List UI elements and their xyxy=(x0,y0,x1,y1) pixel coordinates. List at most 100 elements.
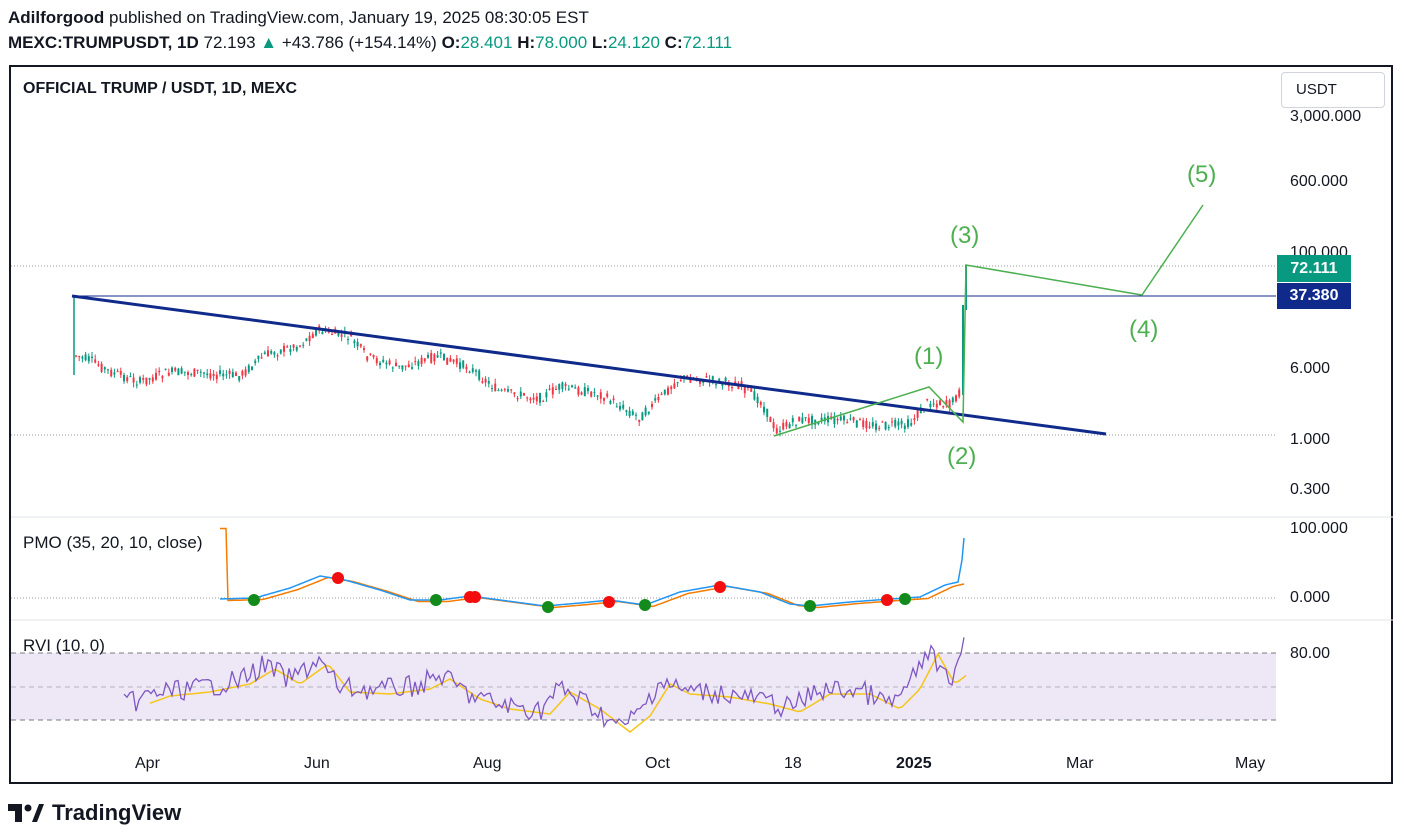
last-price-label: 72.111 xyxy=(1277,255,1351,282)
candle-body xyxy=(235,372,237,376)
candle-body xyxy=(884,421,887,430)
candle-body xyxy=(606,393,609,397)
candle-body xyxy=(519,391,522,397)
candle-body xyxy=(887,427,890,429)
time-tick: Apr xyxy=(135,755,160,772)
candle-body xyxy=(388,360,391,365)
candle-body xyxy=(443,353,445,361)
candle-body xyxy=(132,377,135,383)
candle-body xyxy=(84,354,87,361)
candle-body xyxy=(612,398,615,401)
candle-body xyxy=(769,416,772,423)
candle-body xyxy=(574,387,577,389)
candle-body xyxy=(331,333,333,335)
chart-title: OFFICIAL TRUMP / USDT, 1D, MEXC xyxy=(23,80,298,97)
pmo-buy-signal xyxy=(248,594,260,606)
candle-body xyxy=(180,368,183,374)
price-tick: 1.000 xyxy=(1290,431,1331,448)
candle-body xyxy=(119,371,122,375)
descending-trendline[interactable] xyxy=(71,294,1107,436)
pmo-buy-signal xyxy=(804,600,816,612)
candle-body xyxy=(238,376,241,381)
candle-body xyxy=(833,416,836,425)
chart-frame[interactable] xyxy=(9,65,1393,784)
tradingview-logo[interactable]: TradingView xyxy=(8,800,181,826)
candle-body xyxy=(81,356,84,359)
pmo-sell-signal xyxy=(469,591,481,603)
candle-body xyxy=(212,373,215,377)
candle-body xyxy=(756,396,759,403)
candle-body xyxy=(820,417,823,421)
time-tick: Aug xyxy=(473,755,502,772)
time-tick: Oct xyxy=(645,755,670,772)
candle-body xyxy=(910,422,913,426)
candle-body xyxy=(363,348,365,351)
up-arrow-icon: ▲ xyxy=(260,33,278,52)
candle-body xyxy=(161,376,164,379)
candle-body xyxy=(788,423,791,429)
wave-label-4: (4) xyxy=(1129,316,1159,343)
pmo-tick: 0.000 xyxy=(1290,589,1331,606)
candle-body xyxy=(484,378,487,383)
author-name[interactable]: Adilforgood xyxy=(8,8,105,27)
candle-body xyxy=(148,378,151,380)
candle-body xyxy=(174,367,177,371)
candle-body xyxy=(379,362,381,366)
candle-body xyxy=(875,423,877,430)
rvi-tick: 80.00 xyxy=(1290,645,1331,662)
candle-body xyxy=(129,376,132,378)
candle-body xyxy=(731,387,733,389)
candle-body xyxy=(315,330,317,336)
candle-body xyxy=(391,367,394,369)
wave-label-3: (3) xyxy=(950,222,980,249)
time-tick: May xyxy=(1235,755,1266,772)
pmo-line xyxy=(219,537,965,607)
candle-body xyxy=(587,388,589,392)
candle-body xyxy=(561,382,564,390)
candle-body xyxy=(228,370,231,374)
candle-body xyxy=(491,388,493,390)
candle-body xyxy=(903,425,906,430)
pmo-tick: 100.000 xyxy=(1290,520,1348,537)
candle-body xyxy=(859,419,861,421)
candle-body xyxy=(654,398,657,401)
candle-body xyxy=(942,406,945,408)
elliott-wave-path[interactable] xyxy=(773,204,1204,437)
pmo-sell-signal xyxy=(332,572,344,584)
candle-body xyxy=(366,356,369,361)
candle-body xyxy=(583,387,586,397)
candle-body xyxy=(219,370,221,374)
candle-body xyxy=(244,369,247,376)
candle-body xyxy=(750,388,753,392)
candle-body xyxy=(603,398,605,401)
candle-body xyxy=(350,333,353,337)
currency-unit-button[interactable]: USDT xyxy=(1281,72,1385,108)
candle-body xyxy=(292,344,295,348)
candle-body xyxy=(852,417,855,421)
candle-body xyxy=(679,379,682,381)
candle-body xyxy=(734,381,737,385)
candle-body xyxy=(183,371,186,373)
candle-body xyxy=(446,357,449,365)
candle-body xyxy=(775,428,778,434)
candle-body xyxy=(939,400,941,406)
rvi-title[interactable]: RVI (10, 0) xyxy=(23,636,105,655)
candle-body xyxy=(452,359,455,362)
candle-body xyxy=(196,369,199,371)
time-tick: Jun xyxy=(304,755,330,772)
candle-body xyxy=(935,403,938,408)
candle-body xyxy=(78,356,81,358)
candle-body xyxy=(785,422,788,427)
candle-body xyxy=(462,360,465,368)
candle-body xyxy=(817,422,820,425)
pmo-title[interactable]: PMO (35, 20, 10, close) xyxy=(23,533,203,552)
candle-body xyxy=(804,417,807,419)
candle-body xyxy=(353,340,356,344)
candle-body xyxy=(455,358,458,364)
low-label: L: xyxy=(591,33,608,52)
candle-body xyxy=(116,370,119,372)
candle-body xyxy=(411,367,413,369)
candle-body xyxy=(468,371,471,373)
wave-label-5: (5) xyxy=(1187,161,1217,188)
